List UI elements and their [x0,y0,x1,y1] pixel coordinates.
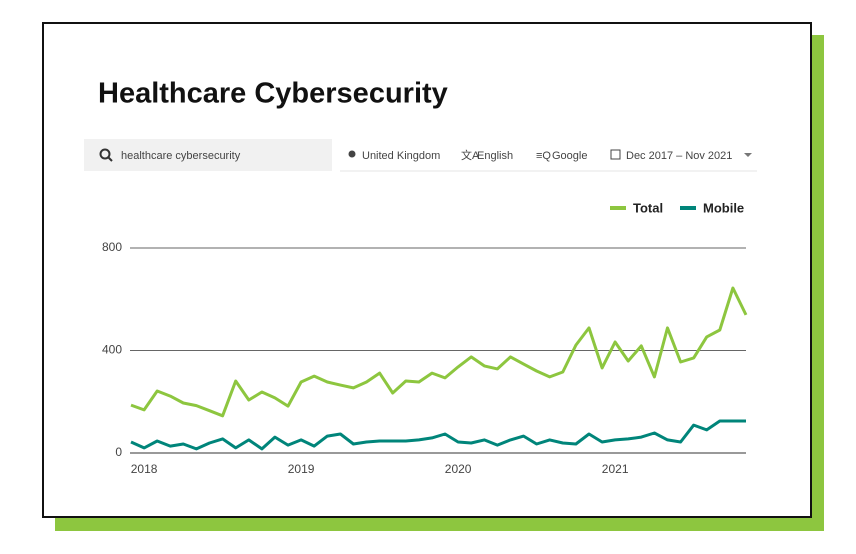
search-icon [99,148,111,160]
engine-icon: ≡Q [536,150,551,162]
language[interactable]: English [477,150,513,162]
series-line [130,286,748,418]
search-box[interactable] [84,139,332,171]
card [42,22,812,518]
legend-label: Mobile [703,200,744,215]
y-tick-label: 0 [115,445,122,459]
legend-label: Total [633,200,663,215]
series-line [130,419,746,451]
search-query: healthcare cybersecurity [121,150,241,162]
date-range[interactable]: Dec 2017 – Nov 2021 [626,150,732,162]
x-tick-label: 2019 [288,462,315,476]
location-icon [348,150,356,158]
language-icon: 文A [461,148,480,162]
title: Healthcare Cybersecurity [98,78,448,110]
y-tick-label: 400 [102,343,122,357]
search-icon [107,156,113,162]
calendar-icon [610,149,621,160]
x-tick-label: 2018 [131,462,158,476]
x-tick-label: 2020 [445,462,472,476]
engine[interactable]: Google [552,150,587,162]
location[interactable]: United Kingdom [362,150,440,162]
x-tick-label: 2021 [602,462,629,476]
dropdown-arrow[interactable] [744,153,752,157]
y-tick-label: 800 [102,240,122,254]
